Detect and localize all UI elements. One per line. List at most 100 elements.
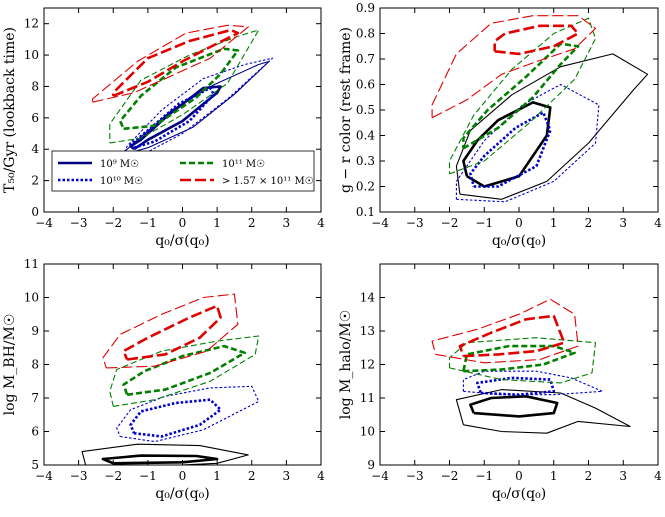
x-tick-label: −2: [441, 469, 459, 483]
contour-gt157e11-outer: [102, 293, 239, 369]
x-axis-label: q₀/σ(q₀): [492, 233, 546, 249]
x-tick-label: 0: [515, 469, 523, 483]
contour-1e10-inner: [129, 398, 222, 438]
contour-group: [431, 298, 631, 434]
x-tick-label: −2: [104, 216, 122, 230]
contour-1e11-inner: [122, 344, 247, 396]
x-tick-label: 0: [179, 216, 187, 230]
y-axis-label: log M_halo/M☉: [338, 310, 354, 420]
x-tick-label: −3: [70, 216, 88, 230]
contour-1e9-outer: [81, 443, 249, 465]
contour-1e10-outer: [119, 57, 274, 163]
y-tick-label: 9: [367, 458, 375, 472]
x-tick-label: 1: [213, 469, 221, 483]
y-axis-label: log M_BH/M☉: [2, 314, 18, 416]
x-tick-label: 1: [550, 469, 558, 483]
x-tick-label: 3: [283, 216, 291, 230]
x-tick-label: −1: [139, 469, 157, 483]
contour-1e11-outer: [448, 17, 597, 175]
x-tick-label: 2: [248, 469, 256, 483]
y-tick-label: 0.9: [356, 1, 375, 15]
panel-top-right: −4 −3 −2 −1 0 1 2 3 4 0.1 0.2 0.3 0.4 0.5 0.6 0.7 0.8 0.9…: [338, 1, 662, 249]
contour-1e11-inner: [118, 47, 240, 131]
y-tick-label: 0.8: [356, 27, 375, 41]
x-tick-label: 3: [283, 469, 291, 483]
contour-1e9-inner: [101, 454, 219, 465]
legend-box: [51, 150, 315, 192]
y-tick-label: 8: [31, 79, 39, 93]
x-tick-label: 2: [248, 216, 256, 230]
x-tick-label: 4: [654, 216, 662, 230]
y-tick-label: 0.1: [356, 205, 375, 219]
x-tick-label: 0: [179, 469, 187, 483]
contour-group: [91, 24, 274, 163]
y-tick-label: 12: [360, 358, 375, 372]
contour-1e10-inner: [476, 376, 556, 396]
x-tick-label: 2: [585, 216, 593, 230]
contour-1e10-outer: [455, 83, 600, 203]
y-tick-label: 5: [31, 458, 39, 472]
y-axis-label: g − r color (rest frame): [338, 27, 354, 193]
contour-1e10-outer: [116, 385, 260, 443]
y-tick-label: 11: [360, 391, 375, 405]
contour-1e11-outer: [109, 29, 260, 144]
y-axis-label: T₅₀/Gyr (lookback time): [2, 27, 18, 193]
y-tick-label: 0.5: [356, 103, 375, 117]
contour-1e9-inner: [469, 395, 559, 418]
contour-1e9-inner: [129, 85, 222, 151]
contour-gt157e11-outer: [431, 15, 597, 119]
y-tick-label: 13: [360, 324, 375, 338]
y-tick-label: 10: [24, 48, 39, 62]
x-tick-label: −2: [441, 216, 459, 230]
legend-label-1e11: 10¹¹ M☉: [222, 159, 265, 170]
x-tick-label: 2: [585, 469, 593, 483]
contour-1e11-outer: [109, 335, 260, 407]
legend: 10⁹ M☉ 10¹¹ M☉ 10¹⁰ M☉ > 1.57 × 10¹¹ M☉: [51, 150, 315, 192]
x-tick-label: −4: [371, 469, 389, 483]
y-tick-label: 0.6: [356, 78, 375, 92]
x-axis-label: q₀/σ(q₀): [155, 486, 209, 502]
x-tick-label: −1: [475, 216, 493, 230]
x-tick-label: −4: [371, 216, 389, 230]
contour-gt157e11-inner: [493, 24, 580, 56]
y-tick-label: 12: [24, 17, 39, 31]
y-tick-label: 14: [360, 291, 376, 305]
legend-label-gt157e11: > 1.57 × 10¹¹ M☉: [222, 176, 314, 187]
contour-1e11-inner: [462, 344, 576, 373]
y-tick-label: 0.3: [356, 154, 375, 168]
contour-gt157e11-inner: [458, 314, 566, 358]
x-axis-label: q₀/σ(q₀): [492, 486, 546, 502]
contour-group: [81, 293, 260, 465]
x-tick-label: −4: [35, 216, 53, 230]
y-tick-label: 10: [360, 425, 375, 439]
contour-gt157e11-inner: [122, 304, 222, 361]
x-tick-label: 0: [515, 216, 523, 230]
contour-1e9-outer: [119, 60, 270, 157]
x-tick-label: −3: [406, 216, 424, 230]
x-tick-label: −1: [475, 469, 493, 483]
x-tick-label: 1: [550, 216, 558, 230]
y-tick-label: 0.2: [356, 180, 375, 194]
x-tick-label: 3: [619, 469, 627, 483]
x-tick-label: −1: [139, 216, 157, 230]
y-tick-label: 0: [31, 205, 39, 219]
contour-group: [431, 15, 649, 203]
legend-label-1e9: 10⁹ M☉: [100, 159, 139, 170]
legend-label-1e10: 10¹⁰ M☉: [100, 176, 143, 187]
contour-1e9-outer: [455, 53, 649, 200]
contour-1e11-outer: [448, 337, 597, 384]
y-tick-label: 6: [31, 425, 39, 439]
y-tick-label: 8: [31, 358, 39, 372]
y-tick-label: 11: [24, 257, 39, 271]
y-tick-label: 0.4: [356, 129, 375, 143]
x-tick-label: 1: [213, 216, 221, 230]
x-tick-label: −2: [104, 469, 122, 483]
x-tick-label: 4: [654, 469, 662, 483]
contour-gt157e11-inner: [112, 28, 240, 98]
contour-gt157e11-outer: [431, 298, 579, 364]
contour-gt157e11-outer: [91, 24, 249, 103]
contour-1e9-inner: [462, 101, 552, 188]
